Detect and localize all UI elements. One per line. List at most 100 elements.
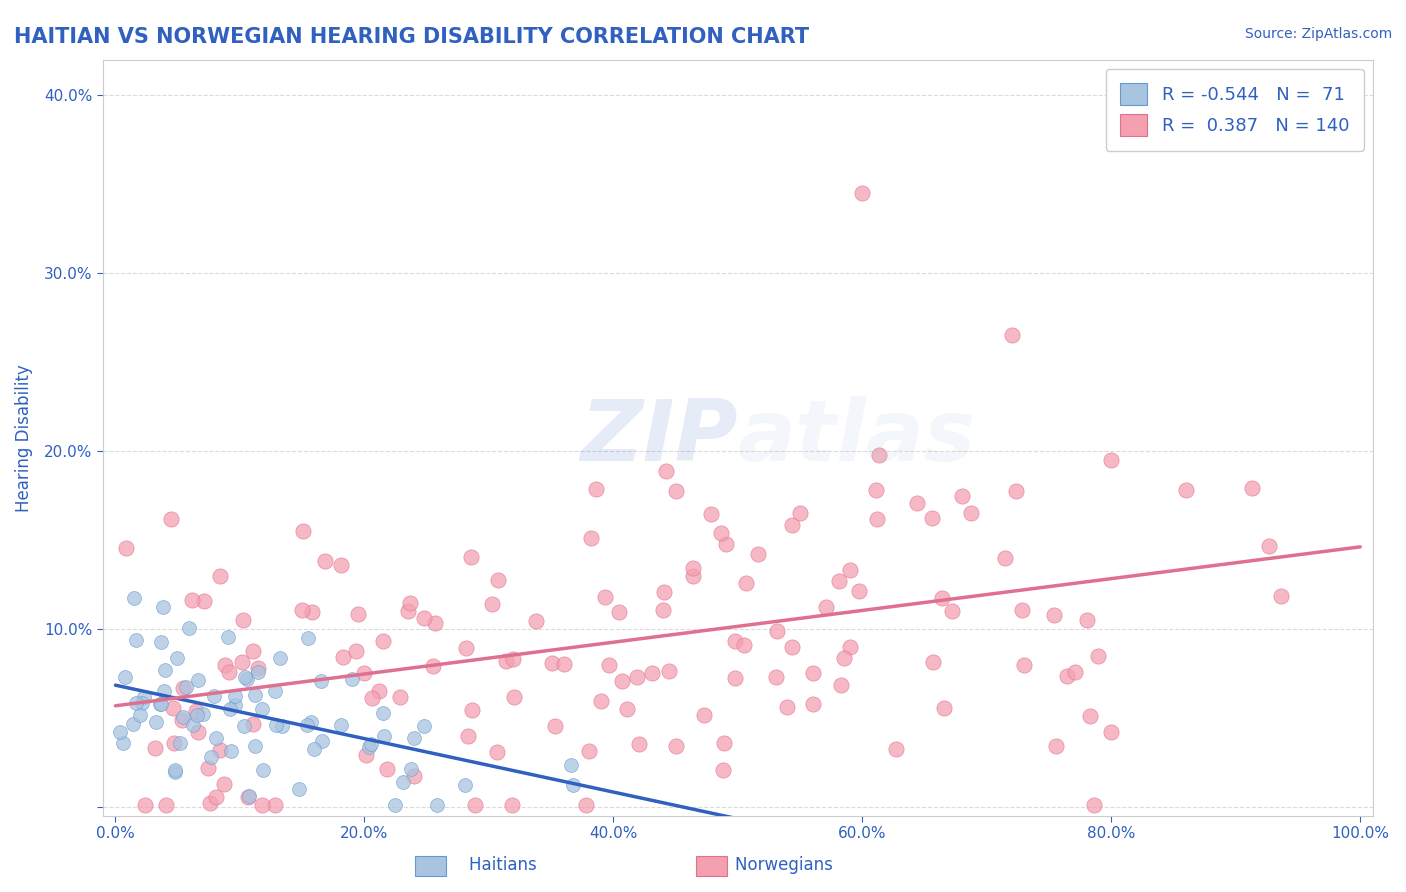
Haitians	[124, 591, 146, 605]
Haitians	[340, 672, 363, 686]
FancyBboxPatch shape	[415, 856, 446, 876]
Haitians	[125, 696, 148, 710]
Norwegians	[143, 740, 166, 755]
Norwegians	[1078, 709, 1101, 723]
Norwegians	[412, 610, 434, 624]
Norwegians	[502, 652, 524, 666]
Haitians	[426, 798, 449, 813]
Haitians	[360, 737, 382, 751]
Haitians	[371, 706, 394, 721]
Haitians	[243, 739, 266, 753]
Norwegians	[1001, 328, 1024, 343]
Haitians	[186, 708, 208, 723]
Norwegians	[208, 743, 231, 757]
Haitians	[295, 718, 318, 732]
Haitians	[224, 698, 246, 712]
Norwegians	[134, 798, 156, 813]
Haitians	[131, 696, 153, 710]
Norwegians	[252, 798, 274, 813]
Norwegians	[1043, 607, 1066, 622]
Norwegians	[866, 512, 889, 526]
Norwegians	[574, 798, 596, 813]
Norwegians	[1056, 669, 1078, 683]
Norwegians	[198, 797, 221, 811]
Norwegians	[242, 644, 264, 658]
Norwegians	[801, 665, 824, 680]
Haitians	[114, 670, 136, 684]
Norwegians	[834, 650, 856, 665]
Haitians	[153, 684, 176, 698]
Haitians	[454, 778, 477, 792]
Norwegians	[641, 665, 664, 680]
Haitians	[145, 715, 167, 730]
Norwegians	[1087, 649, 1109, 664]
Norwegians	[733, 639, 755, 653]
Norwegians	[868, 448, 890, 462]
Norwegians	[371, 633, 394, 648]
Haitians	[391, 774, 413, 789]
Norwegians	[485, 745, 508, 759]
Haitians	[270, 719, 292, 733]
Norwegians	[1004, 484, 1026, 499]
Norwegians	[780, 518, 803, 533]
Norwegians	[423, 616, 446, 631]
Norwegians	[578, 744, 600, 758]
Haitians	[302, 742, 325, 756]
Norwegians	[789, 507, 811, 521]
Haitians	[311, 734, 333, 748]
Norwegians	[330, 558, 353, 573]
Norwegians	[922, 655, 945, 669]
Haitians	[166, 651, 188, 665]
Norwegians	[197, 761, 219, 775]
Norwegians	[682, 569, 704, 583]
Norwegians	[815, 599, 838, 614]
Norwegians	[865, 483, 887, 497]
Norwegians	[682, 561, 704, 575]
Norwegians	[655, 464, 678, 478]
Norwegians	[830, 678, 852, 692]
Norwegians	[246, 661, 269, 675]
Norwegians	[627, 737, 650, 751]
Norwegians	[212, 777, 235, 791]
Norwegians	[264, 798, 287, 813]
Haitians	[224, 689, 246, 703]
Norwegians	[941, 604, 963, 618]
Norwegians	[960, 506, 983, 520]
Haitians	[329, 718, 352, 732]
Haitians	[252, 764, 274, 778]
Norwegians	[848, 583, 870, 598]
Norwegians	[851, 186, 873, 200]
Haitians	[561, 779, 583, 793]
Norwegians	[612, 673, 634, 688]
Haitians	[112, 736, 135, 750]
Text: ZIP: ZIP	[581, 396, 738, 479]
Haitians	[235, 672, 257, 686]
Norwegians	[540, 656, 562, 670]
Norwegians	[838, 640, 860, 654]
Norwegians	[361, 690, 384, 705]
Text: HAITIAN VS NORWEGIAN HEARING DISABILITY CORRELATION CHART: HAITIAN VS NORWEGIAN HEARING DISABILITY …	[14, 27, 810, 46]
Norwegians	[501, 798, 523, 813]
Norwegians	[236, 789, 259, 804]
Norwegians	[724, 634, 747, 648]
Norwegians	[1045, 739, 1067, 753]
Norwegians	[180, 593, 202, 607]
Haitians	[163, 764, 186, 779]
Haitians	[165, 764, 187, 778]
Norwegians	[658, 664, 681, 678]
Norwegians	[172, 681, 194, 695]
Haitians	[297, 631, 319, 645]
Haitians	[217, 630, 239, 644]
Norwegians	[665, 484, 688, 499]
Haitians	[399, 762, 422, 776]
Norwegians	[932, 701, 955, 715]
Norwegians	[160, 512, 183, 526]
Norwegians	[186, 704, 208, 718]
Haitians	[108, 725, 131, 739]
Norwegians	[193, 594, 215, 608]
Norwegians	[665, 739, 688, 754]
Norwegians	[456, 640, 478, 655]
Norwegians	[652, 585, 675, 599]
Text: atlas: atlas	[738, 396, 976, 479]
Norwegians	[460, 549, 482, 564]
